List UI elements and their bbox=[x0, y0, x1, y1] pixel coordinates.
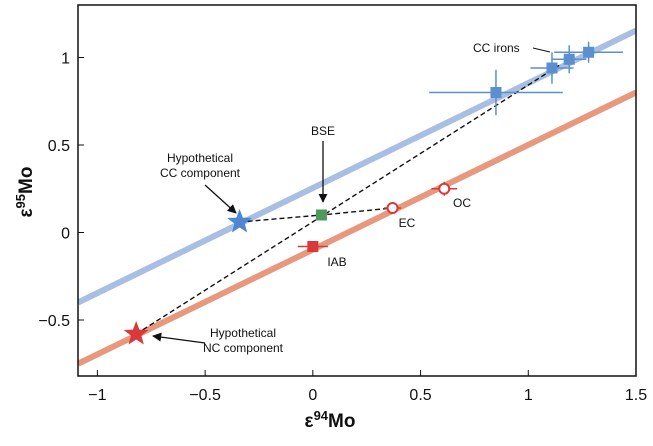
annotation: NC component bbox=[203, 341, 284, 355]
point bbox=[490, 87, 502, 98]
point bbox=[123, 321, 149, 345]
trend-line bbox=[78, 89, 636, 367]
point bbox=[307, 241, 319, 252]
point bbox=[546, 62, 558, 74]
annotation: OC bbox=[453, 196, 471, 210]
x-tick-label: −1 bbox=[88, 387, 106, 404]
x-tick-label: −0.5 bbox=[189, 387, 221, 404]
point bbox=[563, 53, 575, 65]
annotation: IAB bbox=[327, 255, 346, 269]
plot-frame bbox=[77, 4, 637, 377]
annotation: Hypothetical bbox=[210, 326, 276, 340]
annotation: BSE bbox=[311, 124, 335, 138]
annotation: Hypothetical bbox=[167, 151, 233, 165]
point bbox=[438, 182, 451, 195]
annotation: CC component bbox=[160, 166, 241, 180]
leader bbox=[532, 47, 551, 53]
plot bbox=[78, 27, 636, 367]
x-tick-label: 1 bbox=[524, 387, 533, 404]
arrow bbox=[152, 332, 206, 344]
x-tick-label: 1.5 bbox=[625, 387, 647, 404]
annotation: EC bbox=[399, 216, 416, 230]
x-tick-label: 0.5 bbox=[409, 387, 431, 404]
x-tick-label: 0 bbox=[308, 387, 317, 404]
point bbox=[227, 209, 252, 233]
y-tick-label: −0.5 bbox=[38, 313, 70, 330]
y-tick-label: 0.5 bbox=[48, 138, 70, 155]
point bbox=[386, 202, 399, 214]
x-axis-label: ε94Mo bbox=[305, 408, 356, 432]
annotation: CC irons bbox=[473, 41, 520, 55]
point bbox=[583, 46, 595, 58]
point bbox=[315, 209, 327, 221]
arrow bbox=[204, 184, 237, 214]
y-tick-label: 1 bbox=[61, 51, 70, 68]
y-tick-label: 0 bbox=[61, 226, 70, 243]
y-axis-label: ε95Mo bbox=[13, 167, 37, 218]
mixing-line bbox=[135, 63, 561, 335]
